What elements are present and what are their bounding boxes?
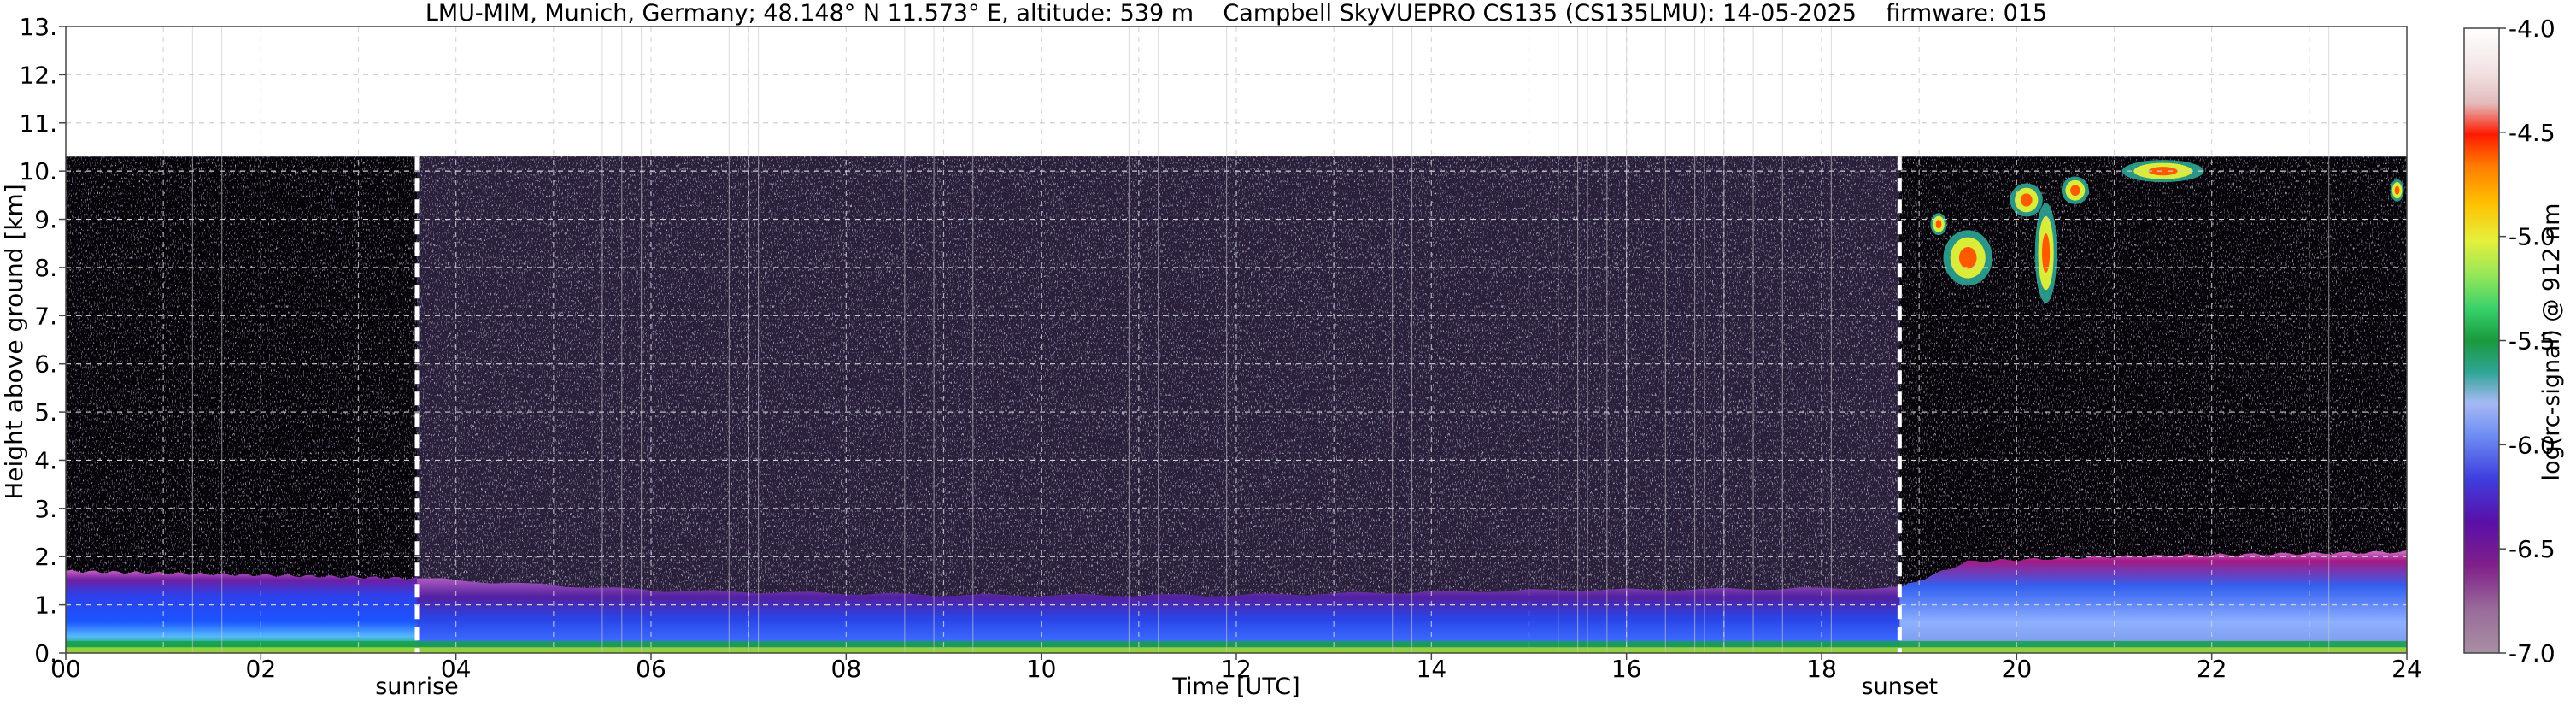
- colorbar-ticks: -7.0 -6.5 -6.0 -5.5 -5.0 -4.5 -4.0: [2499, 15, 2555, 668]
- cirrus-core: [2394, 185, 2400, 195]
- x-tick-label: 04: [441, 655, 472, 683]
- y-tick-label: 7.: [34, 302, 57, 330]
- colorbar: [2463, 27, 2500, 654]
- sun-marker-label: sunset: [1862, 674, 1939, 700]
- sun-marker-label: sunrise: [375, 674, 459, 700]
- x-tick-label: 18: [1806, 655, 1837, 683]
- x-tick-label: 08: [831, 655, 862, 683]
- y-tick-label: 1.: [34, 591, 57, 620]
- y-tick-label: 2.: [34, 543, 57, 571]
- cirrus-core: [2070, 185, 2080, 197]
- colorbar-tick-label: -6.5: [2509, 535, 2555, 563]
- x-tick-label: 06: [636, 655, 666, 683]
- x-tick-label: 02: [246, 655, 277, 683]
- y-tick-label: 8.: [34, 254, 57, 282]
- y-tick-label: 0.: [34, 639, 57, 668]
- cirrus-core: [2042, 233, 2051, 273]
- y-tick-label: 11.: [19, 109, 57, 138]
- colorbar-tick-label: -7.0: [2509, 639, 2555, 668]
- x-tick-label: 22: [2197, 655, 2227, 683]
- cirrus-core: [1935, 220, 1942, 229]
- x-tick-label: 12: [1221, 655, 1252, 683]
- surface-layer-strong: [66, 647, 2407, 653]
- y-tick-label: 10.: [19, 157, 57, 185]
- y-tick-label: 4.: [34, 446, 57, 474]
- chart-title: LMU-MIM, Munich, Germany; 48.148° N 11.5…: [425, 0, 2047, 26]
- colorbar-tick-label: -5.0: [2509, 223, 2555, 251]
- cirrus-core: [2148, 167, 2178, 176]
- colorbar-label: log(rc-signal) @ 912 nm: [2538, 203, 2565, 481]
- y-axis-label: Height above ground [km]: [0, 184, 28, 500]
- colorbar-tick-label: -4.5: [2509, 119, 2555, 147]
- x-tick-label: 16: [1611, 655, 1642, 683]
- cirrus-core: [1958, 246, 1977, 269]
- cirrus-core: [2020, 193, 2033, 207]
- y-tick-label: 3.: [34, 495, 57, 523]
- y-tick-label: 9.: [34, 206, 57, 234]
- x-axis-ticks: 00 02 04 06 08 10 12 14 16 18 20 22 24: [50, 653, 2422, 683]
- sun-markers: sunrise sunset: [375, 156, 1938, 700]
- y-tick-label: 12.: [19, 61, 57, 89]
- grid-lines: [66, 26, 2407, 653]
- x-axis-label: Time [UTC]: [1171, 674, 1300, 700]
- boundary-layer-night: [66, 569, 417, 653]
- x-tick-label: 20: [2002, 655, 2033, 683]
- x-tick-label: 24: [2391, 655, 2422, 683]
- colorbar-tick-label: -5.5: [2509, 327, 2555, 356]
- y-tick-label: 6.: [34, 350, 57, 379]
- x-tick-label: 10: [1026, 655, 1057, 683]
- colorbar-tick-label: -6.0: [2509, 431, 2555, 459]
- colorbar-tick-label: -4.0: [2509, 15, 2555, 43]
- x-tick-label: 00: [50, 655, 81, 683]
- backscatter-image: [66, 26, 2407, 653]
- boundary-layer-evening: [1899, 550, 2407, 653]
- y-tick-label: 13.: [19, 13, 57, 41]
- x-tick-label: 14: [1417, 655, 1447, 683]
- y-axis-ticks: 0. 1. 2. 3. 4. 5. 6. 7. 8. 9. 10. 11. 12. 13.: [19, 13, 66, 668]
- y-tick-label: 5.: [34, 398, 57, 427]
